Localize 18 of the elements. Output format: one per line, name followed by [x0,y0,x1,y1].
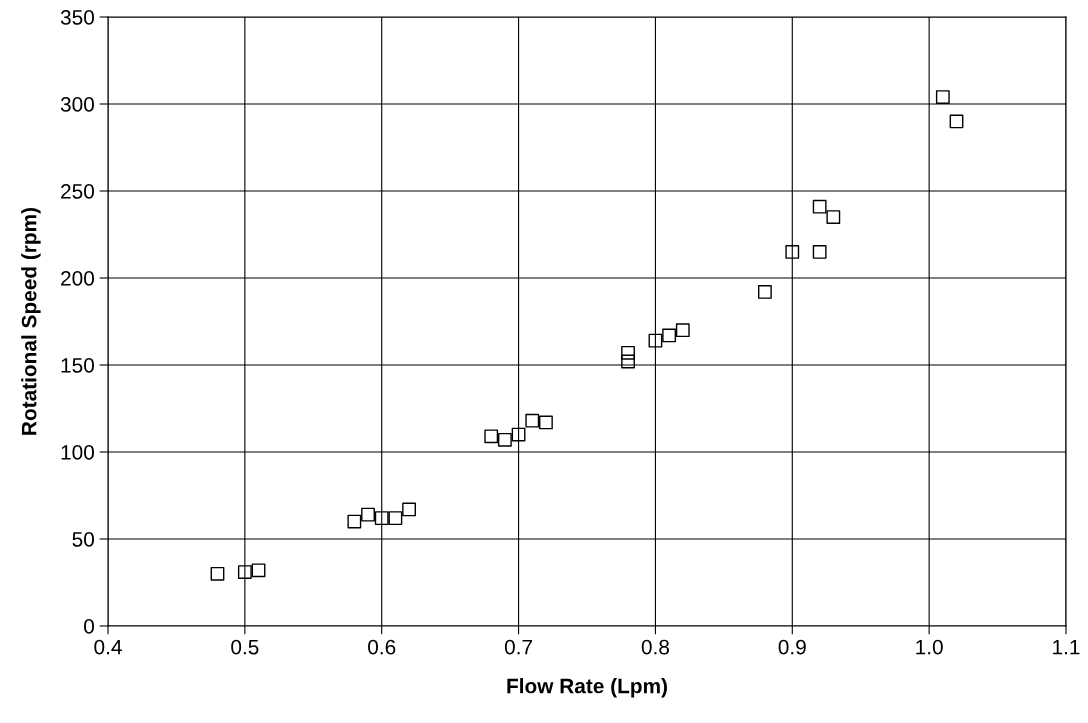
x-tick-label: 1.0 [916,639,943,655]
y-tick-label: 350 [60,10,94,25]
y-tick-label: 100 [61,445,94,460]
y-tick-label: 150 [61,358,94,373]
x-tick-label: 0.7 [504,639,533,655]
y-axis-title: Rotational Speed (rpm) [21,207,41,435]
x-tick-label: 1.1 [1053,639,1080,655]
y-tick-label: 200 [61,271,94,286]
y-tick-label: 250 [61,184,94,199]
x-tick-label: 0.6 [368,639,396,655]
x-tick-label: 0.8 [641,639,669,655]
y-tick-label: 300 [60,97,94,112]
x-axis-title: Flow Rate (Lpm) [507,678,667,698]
y-tick-label: 50 [72,532,94,547]
y-tick-label: 0 [84,619,94,634]
x-tick-label: 0.9 [778,639,806,655]
x-tick-label: 0.5 [231,639,259,655]
x-tick-label: 0.4 [94,639,122,655]
